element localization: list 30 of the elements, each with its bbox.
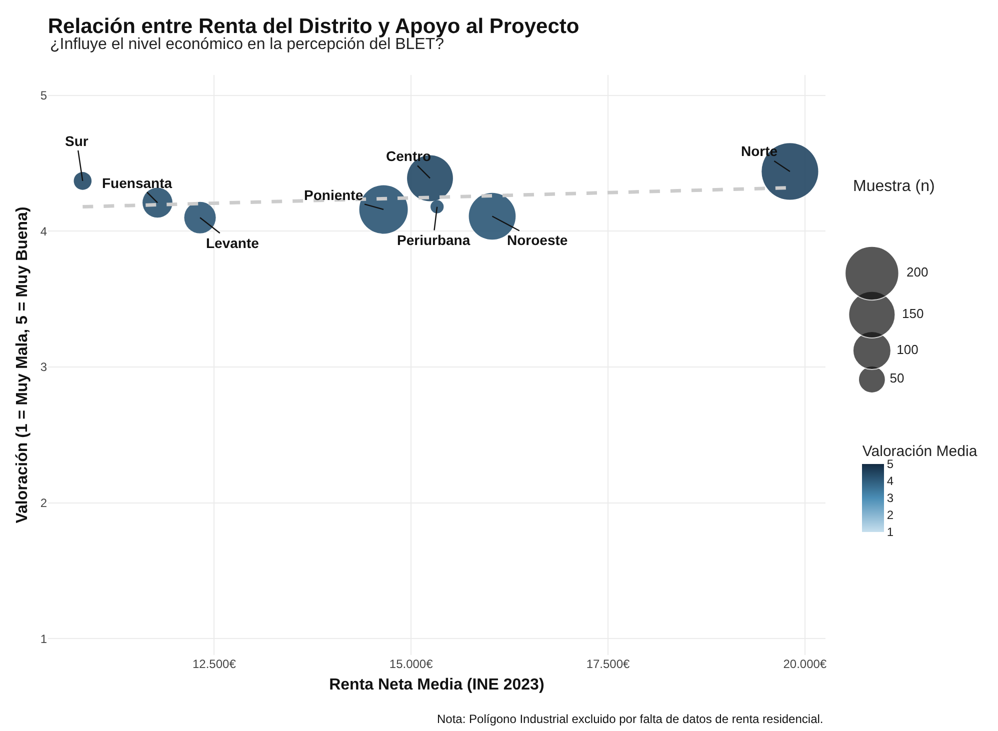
color-bar-label: 3 <box>886 491 894 505</box>
x-tick-label: 15.000€ <box>389 657 434 671</box>
annotation: Periurbana <box>397 232 470 248</box>
text: Nota: Polígono Industrial excluido por falta de datos de renta residencial. <box>437 712 824 726</box>
x-axis-title: Renta Neta Media (INE 2023) <box>329 676 544 694</box>
annotation: Fuensanta <box>102 175 172 191</box>
annotation: Sur <box>65 133 89 149</box>
x-tick-label: 20.000€ <box>783 657 827 671</box>
x-tick-label: 12.500€ <box>192 657 236 671</box>
annotation: Centro <box>386 148 432 164</box>
y-tick-label: 5 <box>40 88 48 103</box>
x-tick-label: 17.500€ <box>586 657 630 671</box>
y-axis-title: Valoración (1 = Muy Mala, 5 = Muy Buena) <box>14 206 32 524</box>
color-bar-label: 4 <box>886 474 894 488</box>
annotation: Noroeste <box>507 232 568 248</box>
chart-subtitle: ¿Influye el nivel económico en la percepción del BLET? <box>50 36 444 53</box>
legend-label: 200 <box>906 264 928 280</box>
annotation: Poniente <box>304 187 364 203</box>
chart-title: Relación entre Renta del Distrito y Apoyo al Proyecto <box>48 14 580 38</box>
legend-title: Muestra (n) <box>853 178 935 195</box>
y-tick-label: 2 <box>40 496 48 510</box>
y-tick-label: 4 <box>40 224 48 238</box>
y-tick-label: 3 <box>40 360 48 374</box>
annotation: Levante <box>206 235 260 251</box>
color-bar-label: 2 <box>886 508 894 522</box>
legend-label: 50 <box>890 370 904 386</box>
y-tick-label: 1 <box>40 632 48 646</box>
legend-label: 150 <box>902 306 924 321</box>
color-bar-label: 1 <box>886 525 894 539</box>
legend-label: 100 <box>896 342 918 357</box>
